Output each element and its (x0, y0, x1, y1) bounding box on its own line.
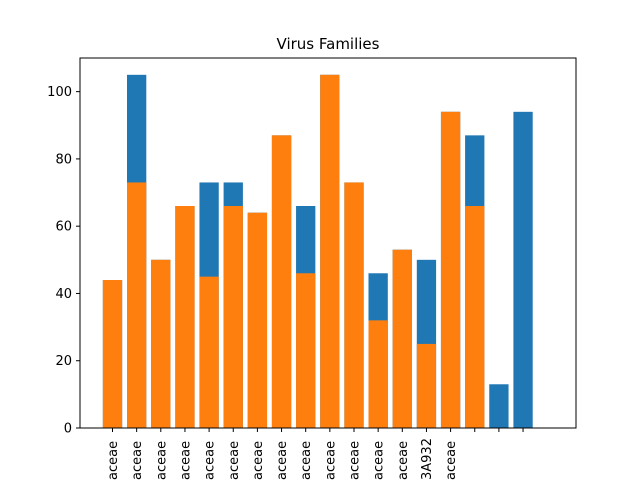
bar-series2-10 (344, 182, 364, 428)
x-tick-label: aceae (251, 441, 266, 480)
bar-series2-14 (440, 111, 461, 428)
bar-series2-12 (392, 249, 412, 428)
x-tick-label: aceae (299, 441, 314, 480)
bar-series2-5 (223, 206, 243, 428)
x-tick-label: aceae (178, 441, 193, 480)
x-tick-label: aceae (106, 441, 121, 480)
x-tick-label: aceae (323, 441, 338, 480)
bar-series2-9 (320, 74, 340, 428)
bar-series2-8 (296, 273, 316, 428)
y-tick-label: 40 (55, 287, 72, 302)
plot-frame (79, 57, 577, 429)
y-tick-label: 0 (64, 422, 72, 437)
y-tick-label: 60 (55, 220, 72, 235)
chart-title: Virus Families (277, 35, 380, 53)
y-axis: 0 20 40 60 80 100 (47, 85, 80, 437)
y-tick-label: 80 (55, 152, 72, 167)
x-tick-label: aceae (396, 441, 411, 480)
bar-series2-2 (151, 259, 171, 428)
bar-series2-15 (465, 206, 485, 428)
bar-series2-0 (102, 280, 123, 428)
bars-group (102, 74, 533, 429)
x-tick-label: aceae (154, 441, 169, 480)
bar-series2-4 (199, 276, 219, 428)
bar-series1-16 (489, 384, 509, 428)
x-tick-label: aceae (203, 441, 218, 480)
bar-series2-1 (127, 182, 147, 428)
bar-series2-3 (175, 206, 195, 428)
x-tick-label: aceae (372, 441, 387, 480)
bar-series2-6 (247, 212, 268, 428)
bar-series2-11 (368, 320, 388, 428)
x-tick-label: 3A932 (420, 438, 435, 480)
x-tick-label: aceae (227, 441, 242, 480)
bar-series1-17 (513, 111, 533, 428)
x-tick-label: aceae (444, 441, 459, 480)
bar-series2-13 (416, 343, 437, 428)
x-axis: aceae aceae aceae aceae aceae aceae aceae aceae… (106, 428, 524, 480)
y-tick-label: 100 (47, 85, 72, 100)
y-tick-label: 20 (55, 354, 72, 369)
bar-series2-7 (271, 135, 292, 429)
x-tick-label: aceae (275, 441, 290, 480)
x-tick-label: aceae (348, 441, 363, 480)
x-tick-label: aceae (130, 441, 145, 480)
